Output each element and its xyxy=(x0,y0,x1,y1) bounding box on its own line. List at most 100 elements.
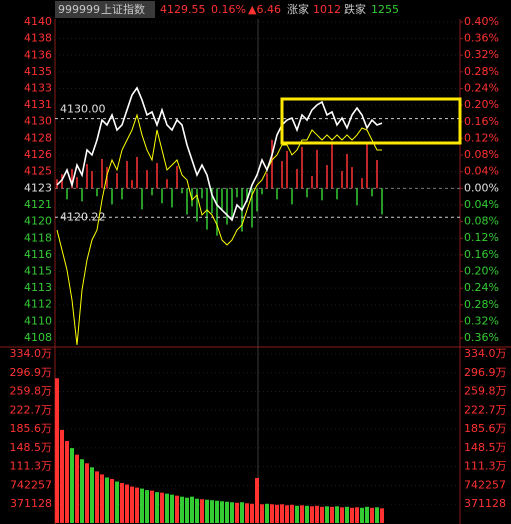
y-tick-label: 4112 xyxy=(24,298,52,311)
volume-bar xyxy=(305,505,309,523)
breadth-bar xyxy=(356,188,358,206)
volume-bar xyxy=(360,507,364,523)
breadth-bar xyxy=(346,153,348,189)
breadth-bar xyxy=(251,188,253,228)
y-tick-label: 4131 xyxy=(24,98,52,111)
volume-bar xyxy=(165,493,169,523)
breadth-bar xyxy=(331,143,333,189)
breadth-bar xyxy=(201,188,203,199)
breadth-bar xyxy=(236,188,238,198)
breadth-bar xyxy=(106,167,108,189)
breadth-bar xyxy=(361,178,363,189)
volume-bar xyxy=(150,490,154,523)
y2-tick-label: 0.32% xyxy=(464,48,499,61)
breadth-bar xyxy=(136,156,138,189)
y2-tick-label: 0.04% xyxy=(464,165,499,178)
breadth-bar xyxy=(121,188,123,200)
volume-bar xyxy=(270,504,274,523)
volume-bar xyxy=(140,488,144,523)
y-tick-label: 4136 xyxy=(24,48,52,61)
volume-bar xyxy=(370,507,374,523)
volume-bar xyxy=(365,506,369,523)
volume-bar xyxy=(350,507,354,523)
y-tick-label: 4138 xyxy=(24,32,52,45)
volume-bar xyxy=(145,490,149,523)
volume-bar xyxy=(175,495,179,523)
y2-tick-label: 0.36% xyxy=(464,32,499,45)
breadth-bar xyxy=(211,188,213,214)
volume-tick-label-right: 742257 xyxy=(464,478,506,491)
breadth-bar xyxy=(186,188,188,215)
volume-bar xyxy=(185,497,189,523)
breadth-bar xyxy=(56,179,58,189)
volume-tick-label-right: 334.0万 xyxy=(464,347,507,360)
volume-bar xyxy=(220,501,224,523)
reference-label: 4120.22 xyxy=(60,210,106,223)
up-label: 涨家 xyxy=(287,2,309,16)
volume-bar xyxy=(230,502,234,523)
volume-bar xyxy=(265,503,269,523)
breadth-bar xyxy=(231,188,233,220)
volume-bar xyxy=(120,483,124,523)
volume-bar xyxy=(170,494,174,523)
volume-bar xyxy=(225,501,229,523)
breadth-bar xyxy=(291,188,293,205)
breadth-bar xyxy=(216,188,218,236)
breadth-bar xyxy=(351,167,353,189)
breadth-bar xyxy=(71,169,73,189)
breadth-bar xyxy=(296,169,298,189)
breadth-bar xyxy=(366,142,368,189)
volume-bar xyxy=(300,505,304,523)
breadth-bar xyxy=(206,188,208,230)
volume-bar xyxy=(115,481,119,523)
y-tick-label: 4115 xyxy=(24,265,52,278)
y-tick-label: 4118 xyxy=(24,231,52,244)
volume-bar xyxy=(70,448,74,523)
y2-tick-label: 0.12% xyxy=(464,231,499,244)
breadth-bar xyxy=(101,158,103,189)
breadth-bar xyxy=(266,173,268,189)
volume-bar xyxy=(280,504,284,523)
y2-tick-label: 0.36% xyxy=(464,331,499,344)
y2-tick-label: 0.04% xyxy=(464,198,499,211)
y-tick-label: 4110 xyxy=(24,314,52,327)
breadth-bar xyxy=(326,165,328,189)
volume-bar xyxy=(320,506,324,523)
breadth-bar xyxy=(376,159,378,189)
breadth-bar xyxy=(286,150,288,189)
volume-tick-label-right: 148.5万 xyxy=(464,441,507,454)
volume-tick-label: 742257 xyxy=(10,478,52,491)
volume-bar xyxy=(190,496,194,523)
breadth-bar xyxy=(111,188,113,205)
volume-tick-label: 259.8万 xyxy=(10,385,53,398)
volume-bar xyxy=(275,504,279,523)
volume-bar xyxy=(290,504,294,523)
breadth-bar xyxy=(301,146,303,189)
volume-bar xyxy=(285,505,289,523)
volume-bar xyxy=(75,454,79,523)
volume-tick-label: 334.0万 xyxy=(10,347,53,360)
breadth-bar xyxy=(306,188,308,198)
volume-tick-label-right: 296.9万 xyxy=(464,366,507,379)
breadth-bar xyxy=(156,163,158,189)
index-code: 999999 xyxy=(58,3,100,16)
volume-tick-label: 148.5万 xyxy=(10,441,53,454)
breadth-bar xyxy=(276,188,278,200)
volume-tick-label: 111.3万 xyxy=(10,460,53,473)
volume-bar xyxy=(55,378,59,523)
y2-tick-label: 0.08% xyxy=(464,215,499,228)
breadth-bar xyxy=(226,188,228,225)
y-tick-label: 4135 xyxy=(24,65,52,78)
breadth-bar xyxy=(271,139,273,189)
code-box xyxy=(55,1,155,18)
volume-bar xyxy=(180,496,184,523)
y2-tick-label: 0.20% xyxy=(464,265,499,278)
breadth-bar xyxy=(176,166,178,189)
y-tick-label: 4126 xyxy=(24,148,52,161)
breadth-bar xyxy=(166,179,168,189)
y2-tick-label: 0.16% xyxy=(464,248,499,261)
breadth-bar xyxy=(256,188,258,212)
volume-bar xyxy=(310,506,314,523)
volume-bar xyxy=(255,477,259,523)
